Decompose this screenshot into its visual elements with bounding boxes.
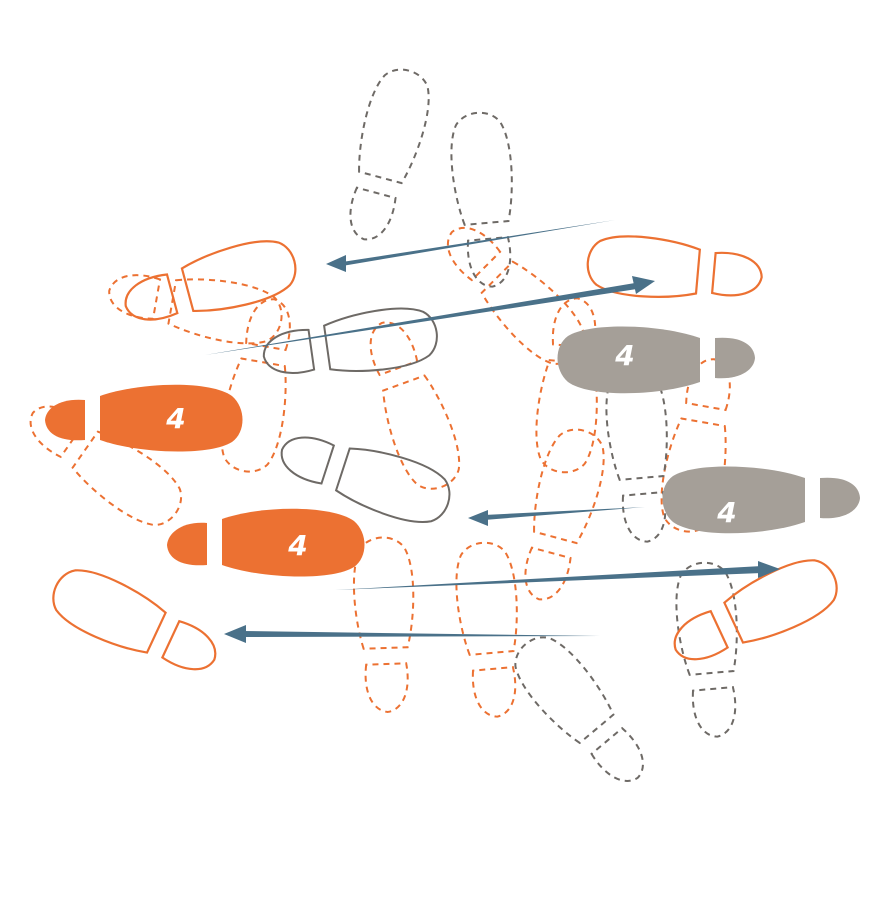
footprint-dashed-gray — [503, 625, 660, 797]
footprint-outline-orange — [585, 232, 764, 306]
footprint-filled-orange: 4 — [45, 385, 243, 452]
arrow-left-head — [326, 255, 346, 272]
footprint-dashed-gray — [672, 560, 746, 739]
footprint-dashed-orange — [352, 537, 417, 713]
footprint-dashed-orange — [215, 294, 304, 476]
arrow-left — [242, 631, 600, 637]
footprint-filled-orange: 4 — [167, 509, 365, 577]
footprint-dashed-orange — [104, 262, 286, 351]
footprint-outline-orange — [118, 232, 302, 334]
step-number-label: 4 — [165, 402, 185, 435]
arrow-left-head — [224, 625, 246, 643]
step-number-label: 4 — [716, 496, 736, 529]
filled-gray-footprints: 4 4 — [558, 326, 861, 533]
step-number-label: 4 — [287, 529, 307, 562]
footprint-filled-gray — [663, 466, 861, 533]
filled-orange-footprints: 4 4 — [45, 385, 365, 577]
footprint-dashed-gray — [335, 63, 437, 247]
footprint-filled-gray — [558, 326, 756, 393]
arrow-right-head — [632, 276, 655, 294]
footprint-dashed-orange — [452, 540, 526, 719]
arrow-right-head — [758, 561, 780, 578]
arrow-right — [335, 566, 762, 590]
dashed-gray-footprints — [335, 63, 746, 797]
footprint-outline-orange — [44, 559, 227, 686]
arrow-left — [484, 507, 645, 520]
arrow-left — [342, 220, 615, 266]
footprint-dashed-orange — [354, 313, 469, 497]
footprint-dashed-gray — [447, 110, 521, 289]
step-number-label: 4 — [614, 339, 634, 372]
arrow-left-head — [468, 510, 488, 526]
